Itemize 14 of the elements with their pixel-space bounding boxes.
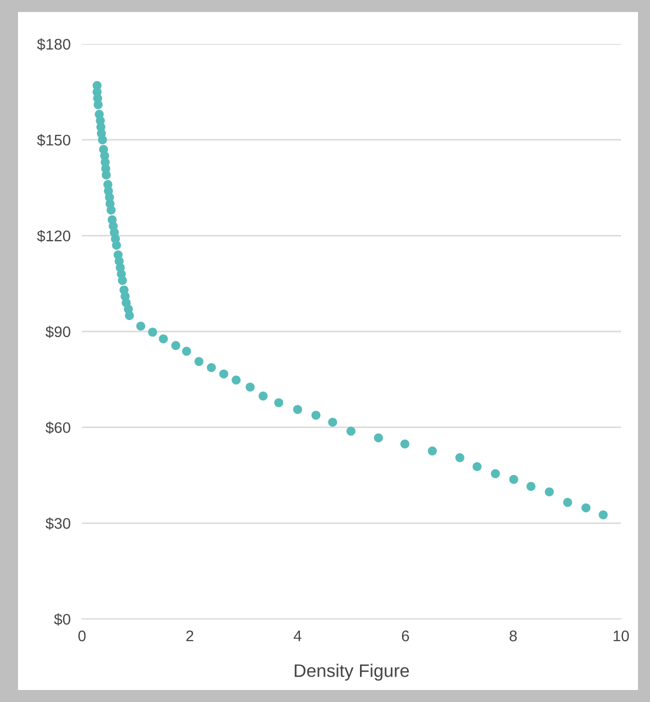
y-tick-label: $150: [37, 134, 70, 146]
y-tick-label: $90: [46, 326, 70, 338]
y-tick-label: $0: [54, 613, 70, 626]
x-tick-label: 4: [294, 630, 302, 642]
y-tick-label: $120: [37, 230, 70, 242]
y-tick-label: $180: [37, 38, 70, 51]
y-tick-label: $60: [46, 422, 70, 434]
x-tick-label: 2: [186, 630, 194, 642]
x-tick-label: 0: [78, 630, 86, 642]
y-tick-label: $30: [46, 517, 70, 530]
x-tick-label: 8: [510, 630, 517, 642]
x-axis-title: Density Figure: [294, 664, 409, 681]
x-tick-label: 10: [614, 630, 629, 642]
x-tick-label: 6: [402, 630, 409, 642]
